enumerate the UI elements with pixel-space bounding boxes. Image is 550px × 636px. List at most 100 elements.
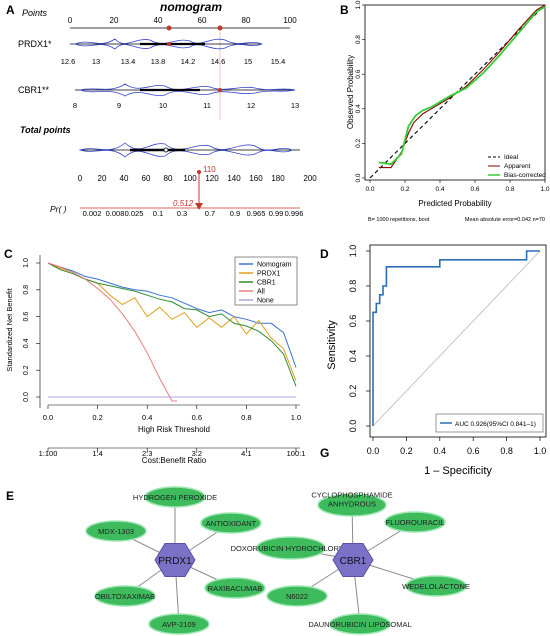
network-node-label: ANHYDROUS	[328, 500, 376, 509]
dca-ytick-label: 0.4	[23, 338, 30, 348]
dca-xtick2-label: 2:3	[142, 449, 152, 458]
legend-label-bias-corrected: Bias-corrected	[504, 172, 546, 179]
dca-xtick2-label: 4:1	[241, 449, 251, 458]
roc-legend-label: AUC 0.926(95%CI 0.841–1)	[455, 421, 536, 428]
roc-legend-box	[435, 413, 544, 433]
pr-tick: 0.7	[205, 209, 215, 218]
total-tick: 0	[78, 174, 83, 183]
dca-xtick-label: 0.8	[241, 413, 251, 422]
dca-legend-box	[234, 256, 298, 306]
roc-legend: AUC 0.926(95%CI 0.841–1)	[435, 413, 544, 433]
dca-xtick2-label: 1:4	[92, 449, 102, 458]
total-tick: 120	[205, 174, 219, 183]
total-tick: 140	[227, 174, 241, 183]
dca-legend-items: Nomogram PRDX1 CBR1 All None	[239, 262, 292, 305]
total-tick: 160	[249, 174, 263, 183]
panel-a-nomogram: A nomogram Points 0 20 40 60 80 100 PRDX…	[6, 0, 317, 218]
roc-xtick-label: 1.0	[534, 446, 547, 456]
roc-curve	[372, 250, 540, 426]
prdx1-marker	[167, 42, 171, 46]
prdx1-tick: 15	[244, 57, 252, 66]
dca-series	[47, 262, 297, 402]
dca-xtick2-label: 1:100	[39, 449, 58, 458]
panel-label-a: A	[6, 3, 15, 17]
calibration-footnote-left: B= 1000 repetitions, boot	[368, 217, 430, 223]
prdx1-tick: 13.8	[151, 57, 166, 66]
cbr1-tick: 11	[203, 101, 211, 110]
dca-line-all	[47, 262, 177, 402]
dca-line-cbr1	[47, 262, 297, 387]
pr-tick: 0.9	[230, 209, 240, 218]
dca-legend-label: Nomogram	[257, 262, 292, 269]
total-tick: 60	[142, 174, 151, 183]
total-pointer-arrow	[195, 203, 203, 210]
prdx1-tick: 13.4	[121, 57, 136, 66]
total-tick: 80	[164, 174, 173, 183]
dca-ylabel: Standardized Net Benefit	[5, 287, 14, 371]
roc-ylabel: Sensitivity	[326, 320, 338, 370]
panel-b-calibration: B Observed Probability Predicted Probabi…	[340, 0, 550, 223]
cbr1-marker	[218, 88, 222, 92]
prdx1-ticks: 12.6 13 13.4 13.8 14.2 14.6 15 15.4	[61, 57, 286, 66]
calibration-xtick-label: 1.0	[540, 186, 549, 193]
calibration-xlabel: Predicted Probability	[418, 199, 491, 208]
network-hub-label: CBR1	[340, 556, 367, 567]
dca-yticks: 0.0 0.2 0.4 0.6 0.8 1.0	[23, 258, 40, 402]
points-tick: 60	[198, 16, 207, 25]
network-node	[200, 512, 262, 534]
network-node	[148, 613, 210, 635]
calibration-ylabel: Observed Probability	[346, 55, 355, 129]
roc-xtick-label: 0.6	[467, 446, 480, 456]
calibration-ytick-label: 0.8	[355, 35, 362, 44]
points-tick: 40	[154, 16, 163, 25]
dca-xtick2-label: 3:2	[192, 449, 202, 458]
total-tick: 40	[120, 174, 129, 183]
panel-label-b: B	[340, 3, 349, 17]
calibration-ytick-label: 0.0	[355, 173, 362, 182]
dca-ytick-label: 0.8	[23, 285, 30, 295]
calibration-xtick-label: 0.4	[435, 186, 444, 193]
network-nodes: HYDROGEN PEROXIDE ANTIOXIDANT MDX-1303 RAXI…	[85, 486, 470, 635]
points-tick: 100	[283, 16, 297, 25]
cbr1-tick: 13	[291, 101, 299, 110]
network-node	[85, 520, 147, 542]
dca-xtick-label: 0.4	[142, 413, 152, 422]
roc-ytick-label: 0.2	[348, 385, 358, 398]
network-node-label: ANTIOXIDANT	[206, 519, 257, 528]
calibration-legend: Ideal Apparent Bias-corrected	[488, 154, 546, 179]
total-tick: 180	[271, 174, 285, 183]
panel-e-network: E HYDROGEN PEROXIDE ANTIOXIDANT MDX-1303 RA…	[6, 486, 470, 635]
prdx1-tick: 15.4	[271, 57, 286, 66]
dca-legend-label: None	[257, 298, 274, 305]
total-ticks: 0 20 40 60 80 100 120 140 160 180 200	[78, 174, 317, 183]
calibration-xtick-label: 0.6	[470, 186, 479, 193]
cbr1-tick: 8	[73, 101, 77, 110]
network-node-label: FLUOROURACIL	[386, 518, 445, 527]
dca-ytick-label: 0.6	[23, 312, 30, 322]
roc-ytick-label: 0.6	[348, 315, 358, 328]
points-tick: 80	[242, 16, 251, 25]
network-hub	[154, 543, 196, 577]
pr-tick: 0.3	[177, 209, 187, 218]
dca-legend: Nomogram PRDX1 CBR1 All None	[234, 256, 298, 306]
calibration-ytick-label: 1.0	[355, 0, 362, 9]
calibration-xticks: 0.0 0.2 0.4 0.6 0.8 1.0	[365, 180, 550, 193]
pr-tick: 0.99	[269, 209, 284, 218]
network-node	[204, 577, 266, 599]
panel-label-d: D	[320, 247, 329, 261]
dca-ytick-label: 1.0	[23, 258, 30, 268]
dca-legend-label: PRDX1	[257, 271, 280, 278]
calibration-ytick-label: 0.2	[355, 139, 362, 148]
prdx1-tick: 14.2	[181, 57, 196, 66]
network-node-label: DOXORUBICIN HYDROCHLORIDE	[231, 544, 352, 553]
cbr1-tick: 12	[247, 101, 255, 110]
panel-d-roc: D G Sensitivity 1 – Specificity 0.0 0.2 0.…	[320, 244, 547, 477]
prdx1-violin	[73, 38, 264, 50]
legend-label-ideal: Ideal	[504, 154, 519, 161]
panel-label-c: C	[4, 247, 13, 261]
pr-tick: 0.008	[106, 209, 125, 218]
roc-xtick-label: 0.2	[400, 446, 413, 456]
dca-ytick-label: 0.2	[23, 365, 30, 375]
